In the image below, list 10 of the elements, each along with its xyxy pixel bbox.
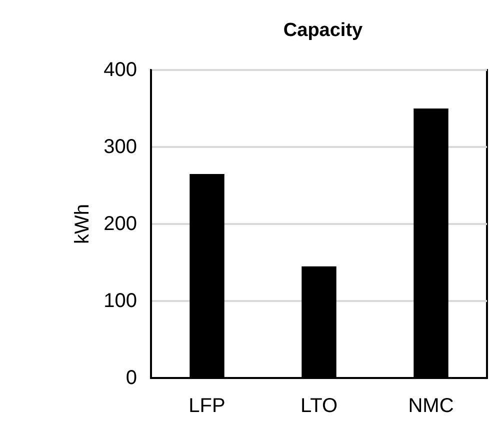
y-axis-title: kWh [72, 204, 94, 244]
chart-title: Capacity [283, 20, 364, 41]
y-tick-label: 200 [104, 213, 137, 235]
y-tick-label: 100 [104, 290, 137, 312]
y-tick-label: 300 [104, 136, 137, 158]
y-tick-label: 400 [104, 59, 137, 81]
y-tick-label: 0 [126, 367, 137, 389]
x-tick-label: NMC [408, 395, 454, 417]
x-tick-label: LFP [188, 395, 226, 417]
x-tick-label: LTO [300, 395, 338, 417]
